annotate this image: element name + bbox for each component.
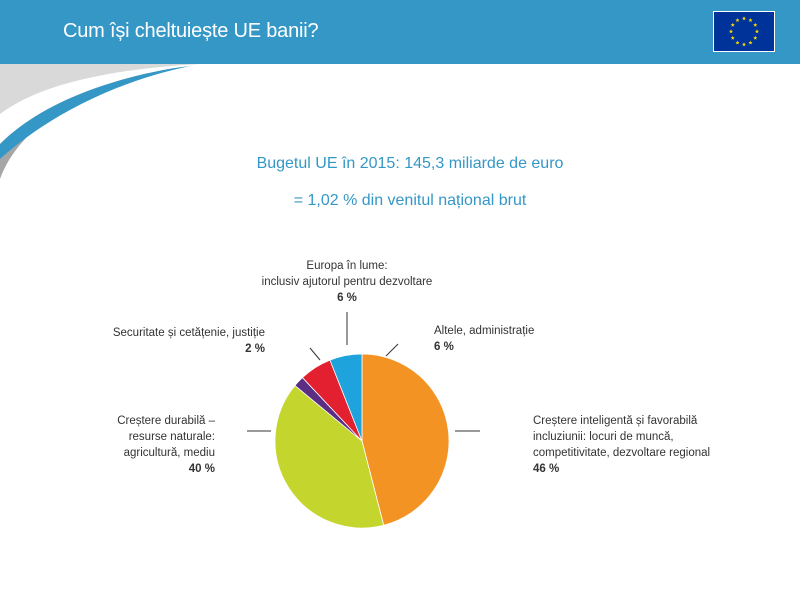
page-title: Cum își cheltuiește UE banii? — [63, 20, 319, 42]
flag-star-icon — [754, 29, 760, 34]
label-security-value: 2 % — [245, 343, 265, 355]
slice-sustainable-growth — [274, 384, 385, 529]
label-other-admin-text: Altele, administrație — [434, 325, 535, 337]
label-smart-growth: Creștere inteligentă și favorabilă inclu… — [533, 413, 733, 477]
flag-star-icon — [748, 40, 753, 45]
slice-other-admin — [329, 353, 363, 442]
label-europe-world-text: Europa în lume: inclusiv ajutorul pentru… — [261, 260, 433, 288]
leader-line-other-admin — [385, 343, 399, 357]
label-sustainable-growth-value: 40 % — [188, 463, 215, 475]
label-sustainable-growth: Creștere durabilă – resurse naturale: ag… — [80, 413, 215, 477]
flag-star-icon — [753, 35, 758, 40]
leader-line-security — [309, 347, 321, 361]
label-sustainable-growth-text: Creștere durabilă – resurse naturale: ag… — [117, 415, 215, 459]
flag-star-icon — [741, 42, 747, 47]
flag-star-icon — [728, 29, 734, 34]
label-security: Securitate și cetățenie, justiție 2 % — [90, 325, 265, 357]
flag-star-icon — [735, 18, 740, 23]
label-smart-growth-value: 46 % — [533, 463, 560, 475]
header-bar: Cum își cheltuiește UE banii? — [0, 0, 800, 64]
eu-flag-icon — [713, 11, 775, 52]
label-security-text: Securitate și cetățenie, justiție — [112, 327, 265, 339]
flag-star-icon — [730, 22, 735, 27]
label-smart-growth-text: Creștere inteligentă și favorabilă inclu… — [533, 415, 711, 459]
flag-star-icon — [730, 35, 735, 40]
gni-subtitle: = 1,02 % din venitul național brut — [293, 192, 527, 209]
flag-star-icon — [741, 16, 747, 21]
slice-smart-growth — [361, 353, 450, 526]
label-europe-world: Europa în lume: inclusiv ajutorul pentru… — [252, 258, 442, 306]
flag-star-icon — [753, 22, 758, 27]
decorative-swoosh — [0, 64, 210, 179]
label-other-admin-value: 6 % — [434, 341, 454, 353]
flag-star-icon — [748, 18, 753, 23]
label-other-admin: Altele, administrație 6 % — [434, 323, 584, 355]
flag-star-icon — [735, 40, 740, 45]
budget-subtitle: Bugetul UE în 2015: 145,3 miliarde de eu… — [256, 155, 564, 172]
label-europe-world-value: 6 % — [337, 292, 357, 304]
